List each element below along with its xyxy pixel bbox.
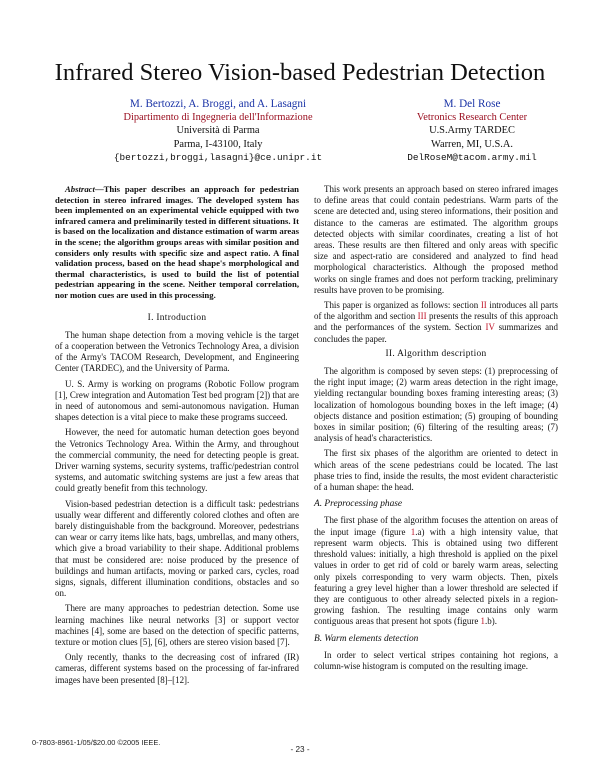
abstract: Abstract—This paper describes an approac… bbox=[55, 184, 299, 301]
authors-left-email: {bertozzi,broggi,lasagni}@ce.unipr.it bbox=[113, 151, 323, 163]
text-run: summarizes and concludes the paper. bbox=[314, 322, 558, 344]
page-number: - 23 - bbox=[290, 745, 310, 754]
left-column: Abstract—This paper describes an approac… bbox=[55, 184, 299, 690]
authors-right-city: Warren, MI, U.S.A. bbox=[431, 138, 513, 150]
intro-paragraph: This work presents an approach based on … bbox=[314, 184, 558, 295]
text-run: This paper is organized as follows: sect… bbox=[324, 300, 481, 311]
text-run: introduces all parts of the algorithm an… bbox=[314, 300, 559, 322]
authors-right-names: M. Del Rose bbox=[443, 98, 501, 110]
intro-paragraph: However, the need for automatic human de… bbox=[55, 427, 299, 494]
text-run: presents the results of this approach an… bbox=[314, 311, 558, 333]
abstract-label: Abstract bbox=[65, 184, 95, 194]
text-run: .a) with a high intensity value, that re… bbox=[314, 526, 558, 627]
text-run: .b). bbox=[485, 616, 497, 627]
paper-title: Infrared Stereo Vision-based Pedestrian … bbox=[54, 59, 546, 86]
algorithm-paragraph: The algorithm is composed by seven steps… bbox=[314, 366, 558, 444]
subsection-heading-warm-elements: B. Warm elements detection bbox=[314, 633, 419, 644]
authors-left-city: Parma, I-43100, Italy bbox=[173, 138, 263, 150]
authors-right-email: DelRoseM@tacom.army.mil bbox=[407, 151, 537, 163]
section-heading-introduction: I. Introduction bbox=[147, 312, 207, 323]
authors-left-names: M. Bertozzi, A. Broggi, and A. Lasagni bbox=[129, 98, 307, 110]
section-link[interactable]: II bbox=[480, 300, 487, 311]
copyright-footer: 0-7803-8961-1/05/$20.00 ©2005 IEEE. bbox=[32, 738, 161, 747]
text-run: The first phase of the algorithm focuses… bbox=[314, 515, 558, 537]
section-link[interactable]: III bbox=[417, 311, 427, 322]
intro-paragraph: There are many approaches to pedestrian … bbox=[55, 603, 299, 648]
authors-right-org: Vetronics Research Center bbox=[416, 112, 528, 123]
authors-left-dept: Dipartimento di Ingegneria dell'Informaz… bbox=[123, 112, 313, 123]
preprocessing-paragraph: The first phase of the algorithm focuses… bbox=[314, 515, 558, 627]
warm-detection-paragraph: In order to select vertical stripes cont… bbox=[314, 649, 558, 671]
right-column: This work presents an approach based on … bbox=[314, 184, 558, 676]
figure-link[interactable]: 1 bbox=[480, 616, 486, 627]
authors-right-org2: U.S.Army TARDEC bbox=[429, 125, 515, 137]
figure-link[interactable]: 1 bbox=[410, 526, 416, 537]
organization-paragraph: This paper is organized as follows: sect… bbox=[314, 300, 558, 345]
affiliation-left: M. Bertozzi, A. Broggi, and A. Lasagni D… bbox=[88, 97, 348, 164]
algorithm-paragraph: The first six phases of the algorithm ar… bbox=[314, 448, 558, 493]
authors-left-univ: Università di Parma bbox=[176, 125, 260, 137]
intro-paragraph: Only recently, thanks to the decreasing … bbox=[55, 652, 299, 685]
intro-paragraph: The human shape detection from a moving … bbox=[55, 329, 299, 374]
abstract-text: —This paper describes an approach for pe… bbox=[55, 184, 299, 300]
section-link[interactable]: IV bbox=[485, 322, 495, 333]
intro-paragraph: U. S. Army is working on programs (Robot… bbox=[55, 378, 299, 423]
intro-paragraph: Vision-based pedestrian detection is a d… bbox=[55, 498, 299, 599]
section-heading-algorithm: II. Algorithm description bbox=[385, 348, 487, 359]
affiliation-right: M. Del Rose Vetronics Research Center U.… bbox=[372, 97, 572, 164]
subsection-heading-preprocessing: A. Preprocessing phase bbox=[314, 499, 403, 510]
